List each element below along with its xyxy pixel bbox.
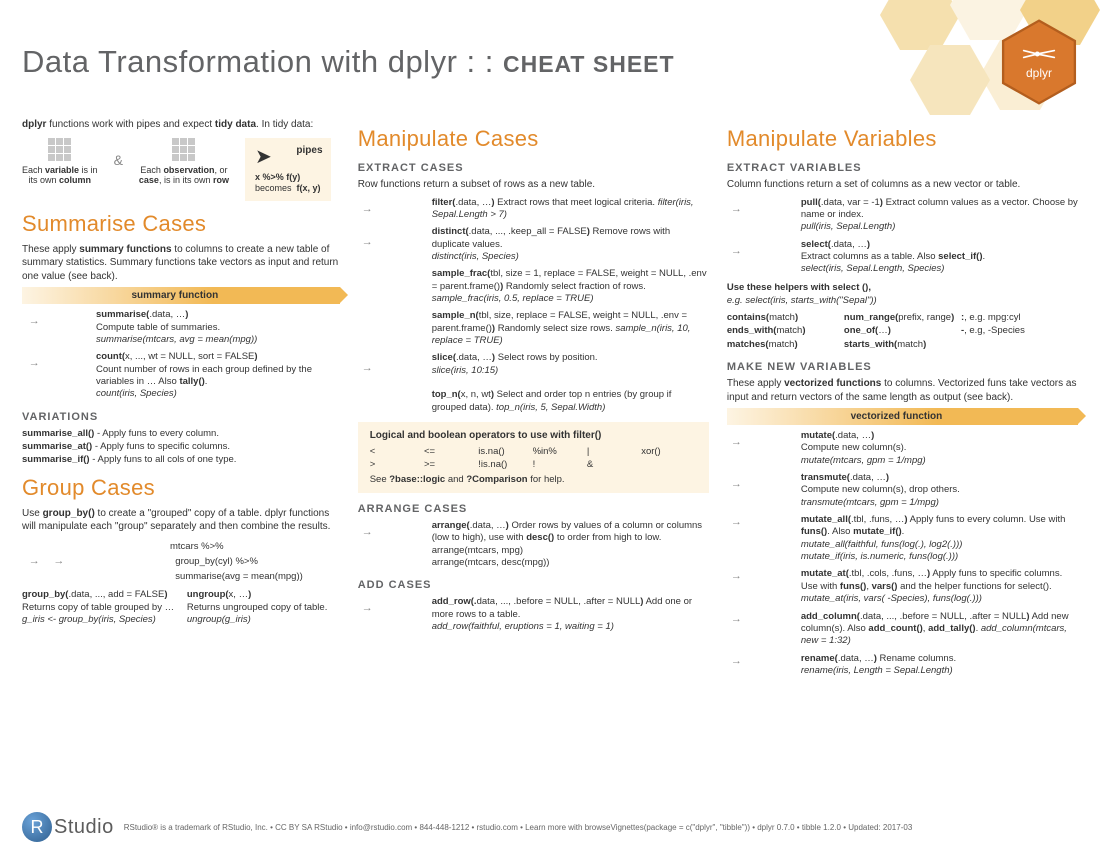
- select-fn: → select(.data, …)Extract columns as a t…: [727, 239, 1078, 276]
- helpers-grid: contains(match)ends_with(match)matches(m…: [727, 311, 1078, 351]
- group-heading: Group Cases: [22, 475, 340, 501]
- tidy-variable-label: Each variable is inits own column: [22, 165, 98, 187]
- variations-heading: VARIATIONS: [22, 411, 340, 423]
- pliers-icon: [1022, 44, 1056, 64]
- mutate-at-fn: → mutate_at(.tbl, .cols, .funs, …) Apply…: [727, 568, 1078, 605]
- rstudio-ball-icon: R: [22, 812, 52, 842]
- make-variables-heading: MAKE NEW VARIABLES: [727, 361, 1078, 373]
- summarise-intro: These apply summary functions to columns…: [22, 243, 340, 284]
- slice-fn: → slice(.data, …) Select rows by positio…: [358, 352, 709, 384]
- transmute-fn: → transmute(.data, …)Compute new column(…: [727, 472, 1078, 509]
- extract-variables-heading: EXTRACT VARIABLES: [727, 162, 1078, 174]
- sample-n-fn: sample_n(tbl, size, replace = FALSE, wei…: [358, 310, 709, 347]
- logo-label: dplyr: [1026, 66, 1052, 80]
- logical-operators-box: Logical and boolean operators to use wit…: [358, 422, 709, 493]
- group-code-3: summarise(avg = mean(mpg)): [175, 571, 303, 582]
- mutate-fn: → mutate(.data, …)Compute new column(s).…: [727, 430, 1078, 467]
- manipulate-cases-heading: Manipulate Cases: [358, 126, 709, 152]
- extract-cases-heading: EXTRACT CASES: [358, 162, 709, 174]
- ops-table: <<=is.na()%in%|xor() >>=!is.na()!&: [370, 445, 697, 471]
- pipes-label: pipes: [296, 144, 322, 157]
- pipe-icon: ➤: [255, 144, 272, 170]
- pipes-line-1: x %>% f(y): [255, 172, 300, 184]
- observation-row-icon: [172, 138, 196, 162]
- mutate-all-fn: → mutate_all(.tbl, .funs, …) Apply funs …: [727, 514, 1078, 563]
- group-diagram: → → mtcars %>% group_by(cyl) %>% summari…: [22, 539, 340, 585]
- ampersand-icon: &: [114, 152, 123, 168]
- tidy-data-row: Each variable is inits own column & Each…: [22, 138, 340, 201]
- rename-fn: → rename(.data, …) Rename columns.rename…: [727, 653, 1078, 678]
- pull-fn: → pull(.data, var = -1) Extract column v…: [727, 197, 1078, 234]
- sample-frac-fn: sample_frac(tbl, size = 1, replace = FAL…: [358, 268, 709, 305]
- arrange-heading: ARRANGE CASES: [358, 503, 709, 515]
- group-intro: Use group_by() to create a "grouped" cop…: [22, 507, 340, 534]
- arrange-fn: → arrange(.data, …) Order rows by values…: [358, 520, 709, 569]
- ops-title: Logical and boolean operators to use wit…: [370, 430, 697, 441]
- count-fn: → count(x, ..., wt = NULL, sort = FALSE)…: [22, 351, 340, 400]
- summary-function-banner: summary function: [22, 287, 340, 304]
- tidy-observation-label: Each observation, orcase, is in its own …: [139, 165, 229, 187]
- rstudio-text: Studio: [54, 816, 114, 839]
- distinct-fn: → distinct(.data, ..., .keep_all = FALSE…: [358, 226, 709, 263]
- footer: R Studio RStudio® is a trademark of RStu…: [0, 812, 1100, 842]
- add-row-fn: → add_row(.data, ..., .before = NULL, .a…: [358, 596, 709, 633]
- group-fns: group_by(.data, ..., add = FALSE)Returns…: [22, 589, 340, 626]
- pipes-box: ➤ pipes x %>% f(y) becomes f(x, y): [245, 138, 331, 201]
- summarise-heading: Summarise Cases: [22, 211, 340, 237]
- add-cases-heading: ADD CASES: [358, 579, 709, 591]
- group-code-2: group_by(cyl) %>%: [175, 556, 258, 567]
- group-code-1: mtcars %>%: [170, 541, 224, 552]
- add-column-fn: → add_column(.data, ..., .before = NULL,…: [727, 611, 1078, 648]
- extract-cases-intro: Row functions return a subset of rows as…: [358, 178, 709, 192]
- intro-text: dplyr functions work with pipes and expe…: [22, 118, 340, 132]
- filter-fn: → filter(.data, …) Extract rows that mee…: [358, 197, 709, 222]
- summarise-fn: → summarise(.data, …)Compute table of su…: [22, 309, 340, 346]
- ops-help: See ?base::logic and ?Comparison for hel…: [370, 474, 697, 485]
- dplyr-hex-logo: dplyr: [1000, 18, 1078, 106]
- extract-variables-intro: Column functions return a set of columns…: [727, 178, 1078, 192]
- pipes-line-2: becomes f(x, y): [255, 183, 321, 195]
- variable-column-icon: [48, 138, 72, 162]
- make-variables-intro: These apply vectorized functions to colu…: [727, 377, 1078, 404]
- title-cheat: CHEAT SHEET: [503, 51, 675, 77]
- page-title: Data Transformation with dplyr : : CHEAT…: [22, 44, 675, 80]
- top-n-fn: top_n(x, n, wt) Select and order top n e…: [358, 389, 709, 414]
- vectorized-function-banner: vectorized function: [727, 408, 1078, 425]
- variations-list: summarise_all() - Apply funs to every co…: [22, 427, 340, 467]
- rstudio-logo: R Studio: [22, 812, 114, 842]
- manipulate-variables-heading: Manipulate Variables: [727, 126, 1078, 152]
- select-helpers: Use these helpers with select (), e.g. s…: [727, 281, 1078, 308]
- footer-text: RStudio® is a trademark of RStudio, Inc.…: [124, 823, 1078, 832]
- title-main: Data Transformation with dplyr : :: [22, 44, 503, 79]
